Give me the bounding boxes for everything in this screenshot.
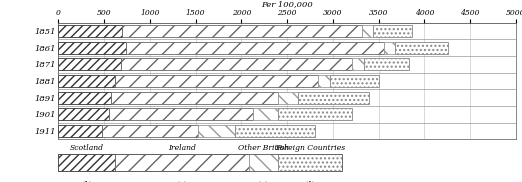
Bar xyxy=(198,125,235,137)
Bar xyxy=(58,108,109,120)
Bar xyxy=(278,92,298,104)
Text: Foreign Countries: Foreign Countries xyxy=(275,144,345,152)
X-axis label: Per 100,000: Per 100,000 xyxy=(261,0,313,8)
Bar xyxy=(235,125,315,137)
Bar xyxy=(373,25,412,37)
Bar xyxy=(58,58,121,70)
Bar xyxy=(121,58,352,70)
Bar xyxy=(123,25,362,37)
Bar xyxy=(318,75,330,87)
Text: (2): (2) xyxy=(176,181,187,182)
Text: Ireland: Ireland xyxy=(168,144,196,152)
Bar xyxy=(58,25,123,37)
Bar xyxy=(352,58,364,70)
Bar xyxy=(330,75,378,87)
FancyBboxPatch shape xyxy=(248,154,278,171)
Bar xyxy=(109,108,253,120)
Text: Other British: Other British xyxy=(238,144,289,152)
Text: Scotland: Scotland xyxy=(70,144,104,152)
Text: (4): (4) xyxy=(304,181,315,182)
Bar xyxy=(58,92,111,104)
Bar xyxy=(298,92,370,104)
Bar xyxy=(126,42,384,54)
Bar xyxy=(364,58,409,70)
Bar xyxy=(253,108,278,120)
Bar xyxy=(102,125,198,137)
Bar xyxy=(362,25,373,37)
FancyBboxPatch shape xyxy=(58,154,115,171)
Bar xyxy=(115,75,318,87)
Text: (3): (3) xyxy=(258,181,269,182)
Bar xyxy=(58,75,115,87)
FancyBboxPatch shape xyxy=(278,154,342,171)
Bar xyxy=(58,125,102,137)
Bar xyxy=(58,42,126,54)
Bar xyxy=(384,42,395,54)
Bar xyxy=(278,108,352,120)
Text: (1): (1) xyxy=(81,181,92,182)
Bar xyxy=(395,42,448,54)
Bar xyxy=(111,92,278,104)
FancyBboxPatch shape xyxy=(115,154,248,171)
